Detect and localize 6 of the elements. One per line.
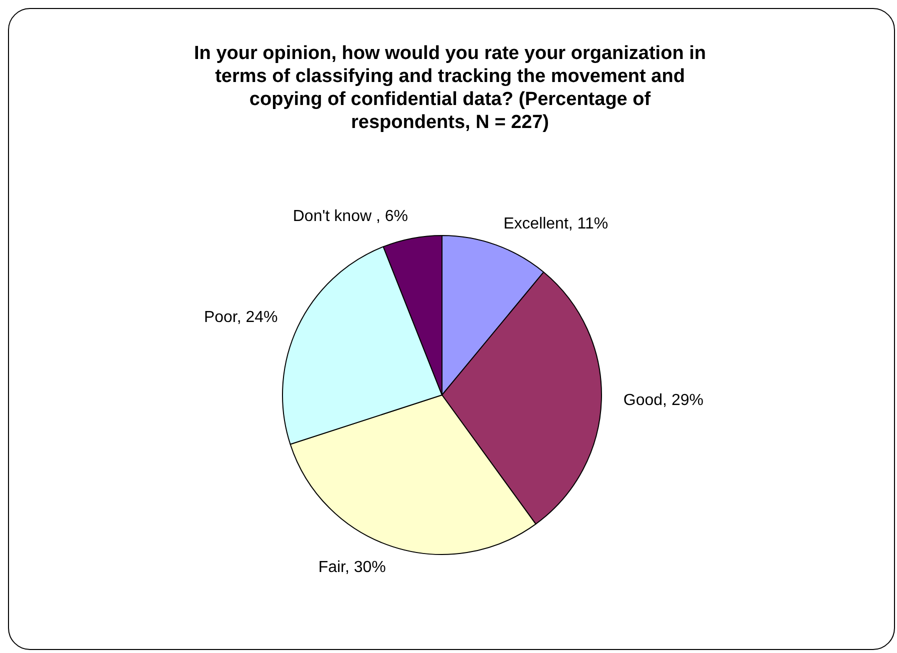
slice-label: Good, 29% <box>623 392 704 410</box>
slice-label: Don't know , 6% <box>292 208 408 226</box>
chart-title: In your opinion, how would you rate your organization in terms of classifying and tracking the movement and copying of confidential data? (Percentage of respondents, N = 227) <box>193 42 707 134</box>
slice-label: Excellent, 11% <box>503 216 608 233</box>
slice-label: Poor, 24% <box>204 309 278 326</box>
slice-label: Fair, 30% <box>318 559 386 576</box>
